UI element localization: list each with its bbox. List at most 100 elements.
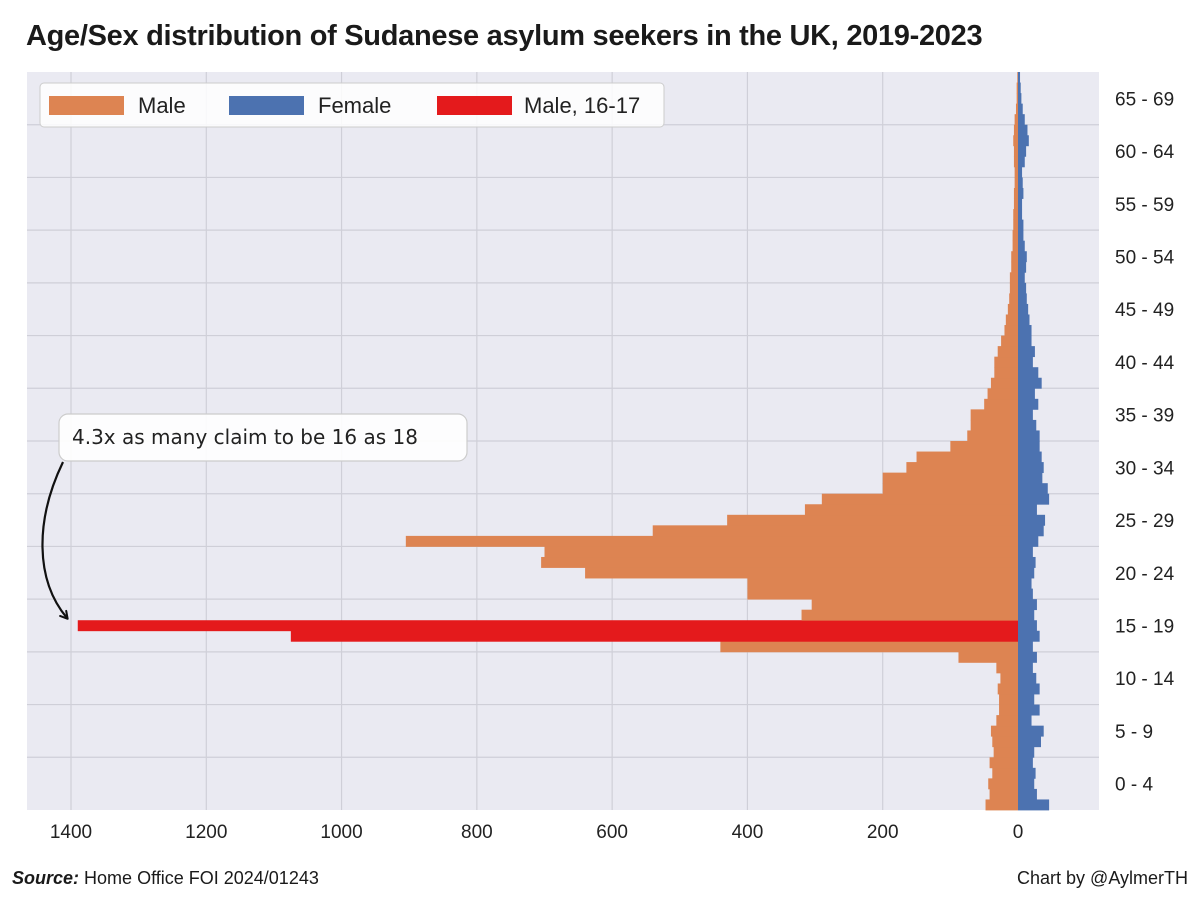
bar-male bbox=[882, 472, 1018, 484]
x-tick-label: 200 bbox=[867, 822, 899, 843]
bar-male bbox=[1015, 103, 1018, 115]
x-tick-label: 600 bbox=[596, 822, 628, 843]
y-tick-label: 5 - 9 bbox=[1115, 722, 1153, 743]
bar-male bbox=[747, 588, 1018, 600]
bar-female bbox=[1018, 757, 1033, 769]
bar-female bbox=[1018, 567, 1035, 579]
bar-male bbox=[727, 514, 1018, 526]
bar-female bbox=[1018, 388, 1035, 400]
bar-female bbox=[1018, 535, 1039, 547]
y-tick-label: 0 - 4 bbox=[1115, 775, 1153, 796]
bar-male bbox=[882, 483, 1018, 495]
x-tick-label: 800 bbox=[461, 822, 493, 843]
annotation-text: 4.3x as many claim to be 16 as 18 bbox=[72, 425, 418, 449]
bar-female bbox=[1018, 715, 1032, 727]
bar-male bbox=[1000, 672, 1018, 684]
source-text: Home Office FOI 2024/01243 bbox=[84, 868, 319, 888]
x-tick-label: 1000 bbox=[320, 822, 362, 843]
bar-female bbox=[1018, 767, 1036, 779]
bar-male bbox=[801, 609, 1018, 621]
bar-male bbox=[967, 430, 1018, 442]
bar-female bbox=[1018, 177, 1023, 189]
bar-female bbox=[1018, 124, 1028, 136]
bar-female bbox=[1018, 725, 1044, 737]
bar-male bbox=[585, 567, 1018, 579]
bar-male bbox=[1013, 209, 1018, 220]
bar-female bbox=[1018, 451, 1042, 463]
bar-male bbox=[1009, 293, 1018, 305]
bars bbox=[77, 72, 1050, 811]
bar-male bbox=[992, 736, 1018, 748]
legend-swatch bbox=[49, 96, 124, 115]
y-tick-label: 30 - 34 bbox=[1115, 458, 1175, 479]
bar-female bbox=[1018, 209, 1023, 220]
bar-female bbox=[1018, 672, 1037, 684]
bar-female bbox=[1018, 609, 1035, 621]
bar-female bbox=[1018, 683, 1040, 695]
source-label: Source: bbox=[12, 868, 80, 888]
bar-male bbox=[720, 641, 1018, 653]
bar-female bbox=[1018, 240, 1025, 252]
x-tick-label: 0 bbox=[1013, 822, 1024, 843]
bar-female bbox=[1018, 135, 1029, 147]
chart-credit: Chart by @AylmerTH bbox=[1017, 868, 1188, 888]
bar-female bbox=[1018, 525, 1044, 537]
legend-label: Male, 16-17 bbox=[524, 93, 640, 118]
bar-male bbox=[999, 704, 1018, 716]
bar-female bbox=[1018, 483, 1048, 495]
bar-female bbox=[1018, 230, 1024, 242]
x-tick-label: 400 bbox=[732, 822, 764, 843]
bar-male bbox=[990, 377, 1018, 389]
bar-male bbox=[988, 778, 1018, 790]
bar-male bbox=[970, 419, 1018, 431]
bar-male bbox=[997, 346, 1018, 358]
bar-female bbox=[1018, 556, 1036, 568]
bar-female bbox=[1018, 367, 1039, 379]
bar-female bbox=[1018, 346, 1035, 358]
bar-male bbox=[996, 715, 1018, 727]
bar-male bbox=[950, 441, 1018, 452]
y-tick-label: 60 - 64 bbox=[1115, 142, 1175, 163]
bar-male bbox=[994, 367, 1018, 379]
bar-male bbox=[652, 525, 1018, 537]
bar-male bbox=[999, 694, 1018, 705]
y-tick-label: 45 - 49 bbox=[1115, 300, 1174, 321]
bar-female bbox=[1018, 588, 1033, 600]
bar-male bbox=[1007, 303, 1018, 315]
bar-male bbox=[990, 725, 1018, 737]
bar-male bbox=[906, 462, 1018, 474]
legend-label: Female bbox=[318, 93, 391, 118]
bar-female bbox=[1018, 514, 1046, 526]
bar-male bbox=[1013, 187, 1018, 199]
bar-male bbox=[970, 409, 1018, 421]
bar-male bbox=[1009, 272, 1018, 284]
bar-male-16-17 bbox=[77, 620, 1018, 632]
bar-male bbox=[1012, 240, 1018, 252]
bar-female bbox=[1018, 694, 1035, 705]
bar-male bbox=[821, 493, 1018, 505]
bar-female bbox=[1018, 493, 1050, 505]
bar-female bbox=[1018, 187, 1024, 199]
bar-female bbox=[1018, 335, 1032, 347]
bar-female bbox=[1018, 462, 1044, 474]
bar-male bbox=[1011, 261, 1018, 273]
y-tick-label: 50 - 54 bbox=[1115, 248, 1175, 269]
y-tick-label: 25 - 29 bbox=[1115, 511, 1174, 532]
bar-female bbox=[1018, 746, 1035, 758]
bar-male bbox=[1016, 93, 1018, 105]
bar-female bbox=[1018, 578, 1032, 589]
bar-female bbox=[1018, 314, 1030, 326]
bar-male bbox=[1013, 145, 1018, 157]
y-axis: 0 - 4 5 - 9 10 - 14 15 - 19 20 - 24 25 - 29 30… bbox=[1115, 89, 1175, 795]
bar-female bbox=[1018, 704, 1040, 716]
bar-male bbox=[1014, 114, 1018, 126]
bar-female bbox=[1018, 736, 1041, 748]
bar-male bbox=[804, 504, 1018, 516]
legend-swatch bbox=[437, 96, 512, 115]
bar-female bbox=[1018, 641, 1033, 653]
bar-female bbox=[1018, 82, 1021, 94]
bar-female bbox=[1018, 219, 1024, 231]
source-note: Source: Home Office FOI 2024/01243 bbox=[12, 868, 319, 889]
bar-male bbox=[997, 683, 1018, 695]
bar-male bbox=[958, 651, 1018, 663]
